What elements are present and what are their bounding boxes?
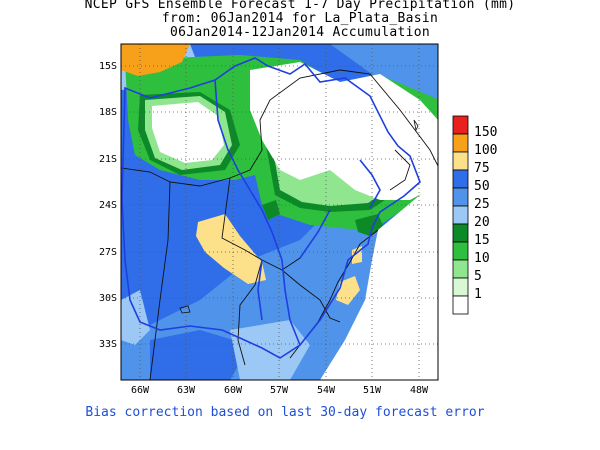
lat-label: 15S [99,61,117,72]
lon-label: 51W [363,385,382,396]
legend-label: 100 [474,143,498,158]
map-title-line-2: from: 06Jan2014 for La_Plata_Basin [161,11,439,26]
map-title-line-1: NCEP GFS Ensemble Forecast 1-7 Day Preci… [84,0,516,12]
legend-label: 25 [474,197,490,212]
lon-label: 63W [177,385,196,396]
legend-swatch [452,169,469,189]
legend-swatch [452,295,469,315]
lon-label: 60W [224,385,243,396]
basin-outline [121,57,421,359]
precipitation-field [121,44,438,380]
legend-label: 20 [474,215,490,230]
legend-label: 5 [474,269,482,284]
lat-label: 27S [99,247,117,258]
legend-label: 50 [474,179,490,194]
lat-label: 18S [99,107,117,118]
lon-label: 54W [317,385,336,396]
legend-label: 1 [474,287,482,302]
legend-label: 150 [474,125,498,140]
legend-label: 10 [474,251,490,266]
legend-swatch [452,259,469,279]
legend-swatch [452,241,469,261]
lon-label: 48W [410,385,429,396]
legend-swatch [452,151,469,171]
legend-swatch [452,133,469,153]
bias-correction-note: Bias correction based on last 30-day for… [85,405,485,420]
lat-label: 21S [99,154,117,165]
latitude-labels: 15S 18S 21S 24S 27S 30S 33S [99,61,117,350]
legend-colorbar [452,115,469,315]
lat-label: 30S [99,293,117,304]
lon-label: 66W [131,385,150,396]
legend-swatch [452,223,469,243]
lat-label: 33S [99,339,117,350]
map-frame [120,43,439,381]
legend-swatch [452,277,469,297]
legend-swatch [452,187,469,207]
longitude-labels: 66W 63W 60W 57W 54W 51W 48W [131,385,429,396]
map-title-line-3: 06Jan2014-12Jan2014 Accumulation [169,25,431,40]
legend-swatch [452,205,469,225]
legend-label: 75 [474,161,490,176]
graticule [121,44,438,380]
legend-swatch [452,115,469,135]
lat-label: 24S [99,200,117,211]
lon-label: 57W [270,385,289,396]
country-borders [121,69,438,380]
legend-label: 15 [474,233,490,248]
